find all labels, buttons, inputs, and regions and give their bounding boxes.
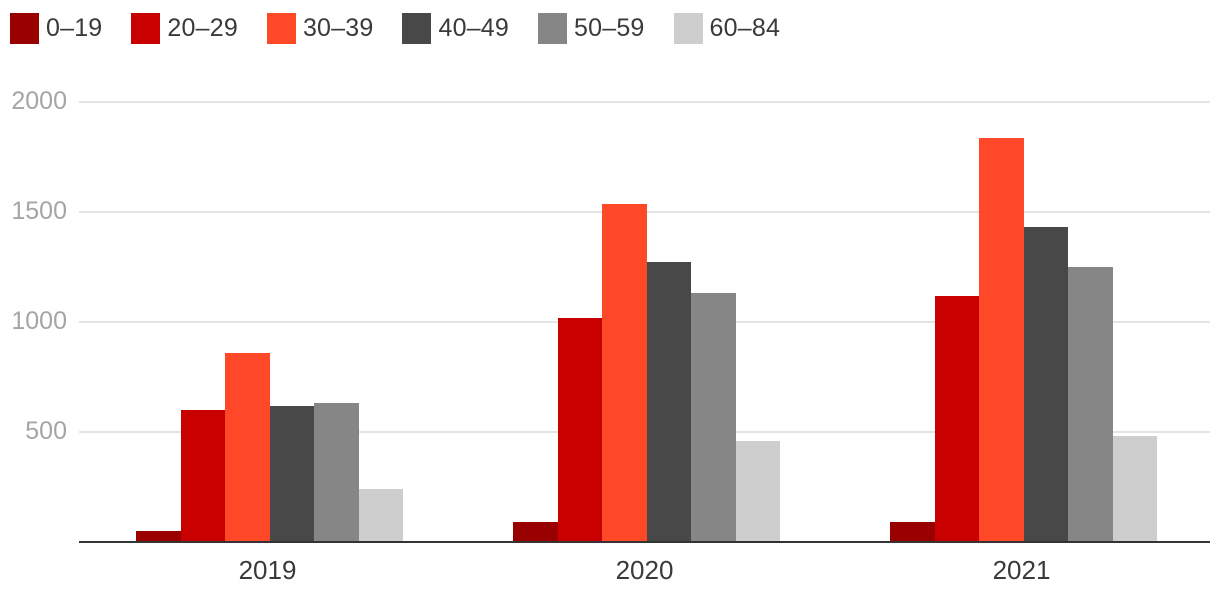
legend-swatch-icon <box>10 13 39 44</box>
bar-2021-40–49 <box>1023 227 1068 542</box>
legend-swatch-icon <box>266 13 296 44</box>
legend-item-5: 50–59 <box>538 13 645 44</box>
chart-legend: 0–19 20–29 30–39 40–49 50–59 60–84 <box>10 13 780 44</box>
x-category-label-2020: 2020 <box>615 555 674 585</box>
bar-2020-20–29 <box>557 317 602 542</box>
legend-label: 30–39 <box>302 14 374 42</box>
x-axis-line <box>79 540 1210 543</box>
bar-2019-0–19 <box>136 531 181 542</box>
legend-label: 0–19 <box>46 14 103 42</box>
bar-2019-20–29 <box>180 410 225 542</box>
legend-label: 50–59 <box>574 14 645 42</box>
legend-label: 20–29 <box>167 14 238 42</box>
legend-swatch-icon <box>131 13 161 44</box>
bar-2021-50–59 <box>1068 267 1113 542</box>
bar-2019-30–39 <box>225 352 270 542</box>
bar-2021-20–29 <box>934 295 979 542</box>
bar-2020-50–59 <box>691 293 736 542</box>
legend-label: 40–49 <box>438 14 510 42</box>
legend-item-3: 30–39 <box>266 13 374 44</box>
bar-2019-50–59 <box>314 403 359 542</box>
bar-2020-0–19 <box>513 522 558 542</box>
bar-2019-40–49 <box>269 405 314 542</box>
legend-item-6: 60–84 <box>673 13 781 44</box>
legend-item-1: 0–19 <box>10 13 102 44</box>
legend-swatch-icon <box>538 13 568 44</box>
bar-2021-0–19 <box>890 522 935 542</box>
bar-2020-40–49 <box>646 261 691 542</box>
gridline-2000 <box>79 101 1210 103</box>
bar-2020-60–84 <box>735 440 780 542</box>
y-tick-label-1000: 1000 <box>11 307 67 335</box>
y-tick-label-1500: 1500 <box>11 197 67 225</box>
x-category-label-2021: 2021 <box>992 555 1051 585</box>
legend-item-4: 40–49 <box>402 13 509 44</box>
bar-2021-30–39 <box>979 138 1024 542</box>
bar-2021-60–84 <box>1112 436 1157 542</box>
legend-swatch-icon <box>673 13 703 44</box>
y-tick-label-2000: 2000 <box>11 87 67 115</box>
legend-swatch-icon <box>402 13 432 44</box>
bar-2019-60–84 <box>358 489 403 542</box>
x-category-label-2019: 2019 <box>238 555 297 585</box>
legend-item-2: 20–29 <box>131 13 238 44</box>
y-tick-label-500: 500 <box>25 417 67 445</box>
bar-2020-30–39 <box>602 204 647 542</box>
legend-label: 60–84 <box>709 14 781 42</box>
